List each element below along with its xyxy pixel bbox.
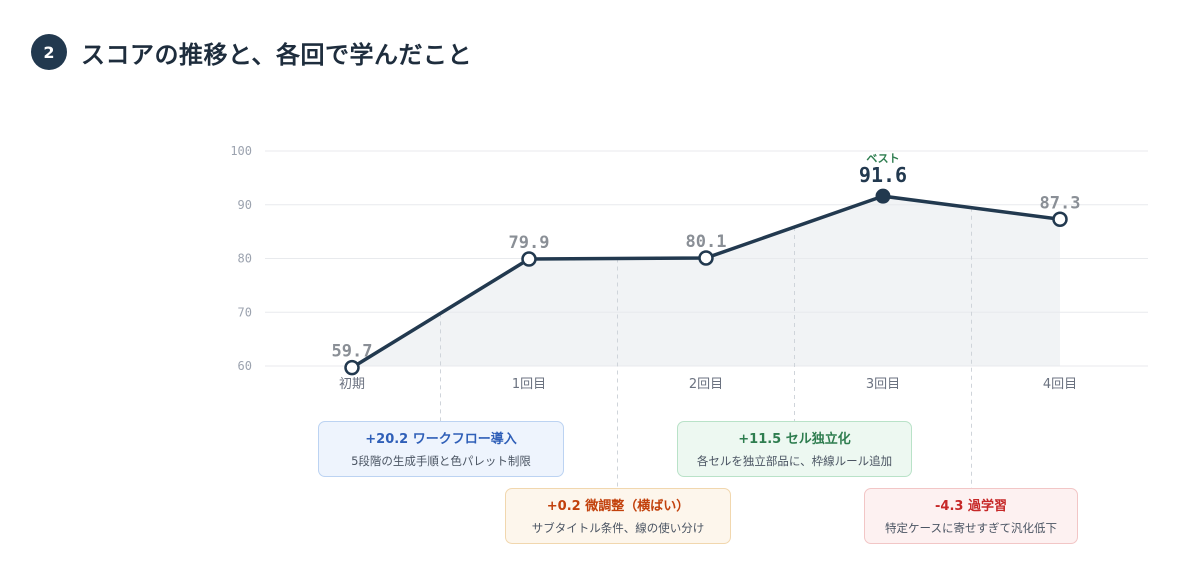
x-tick-label: 4回目	[1043, 377, 1077, 392]
y-tick-label: 100	[230, 144, 252, 158]
data-point	[1052, 211, 1068, 228]
annotation-description: 各セルを独立部品に、枠線ルール追加	[696, 454, 893, 468]
annotation-description: 特定ケースに寄せすぎて汎化低下	[885, 521, 1057, 535]
data-point	[698, 250, 714, 266]
value-label: 79.9	[509, 233, 550, 253]
x-tick-label: 3回目	[866, 377, 900, 392]
area-fill	[352, 196, 1060, 368]
annotation-box-orange: +0.2 微調整（横ばい） サブタイトル条件、線の使い分け	[505, 488, 731, 544]
data-point	[344, 359, 360, 376]
y-tick-label: 70	[238, 305, 252, 319]
section-title: スコアの推移と、各回で学んだこと	[81, 40, 473, 69]
annotation-title: +0.2 微調整（横ばい）	[546, 499, 690, 514]
annotation-description: サブタイトル条件、線の使い分け	[531, 521, 705, 535]
annotation-title: +11.5 セル独立化	[738, 432, 851, 447]
annotation-title: -4.3 過学習	[935, 499, 1007, 514]
section-number-badge: 2	[31, 34, 67, 70]
best-label: ベスト	[866, 152, 899, 165]
x-tick-label: 2回目	[689, 377, 723, 392]
x-tick-label: 1回目	[512, 377, 546, 392]
y-tick-label: 60	[238, 359, 252, 373]
annotation-description: 5段階の生成手順と色パレット制限	[351, 454, 531, 468]
data-point	[521, 251, 537, 267]
best-data-point	[875, 188, 891, 204]
annotation-box-blue: +20.2 ワークフロー導入 5段階の生成手順と色パレット制限	[318, 421, 564, 477]
y-tick-label: 90	[238, 198, 252, 212]
annotation-box-green: +11.5 セル独立化各セルを独立部品に、枠線ルール追加	[677, 421, 912, 477]
annotation-box-red: -4.3 過学習特定ケースに寄せすぎて汎化低下	[864, 488, 1078, 544]
value-label: 87.3	[1040, 193, 1081, 213]
x-tick-label: 初期	[339, 377, 365, 392]
value-label: 91.6	[859, 163, 907, 187]
value-label: 59.7	[332, 342, 373, 362]
value-label: 80.1	[686, 232, 727, 252]
annotation-title: +20.2 ワークフロー導入	[365, 432, 517, 447]
section-header: 2 スコアの推移と、各回で学んだこと	[31, 34, 472, 70]
y-tick-label: 80	[238, 252, 252, 266]
